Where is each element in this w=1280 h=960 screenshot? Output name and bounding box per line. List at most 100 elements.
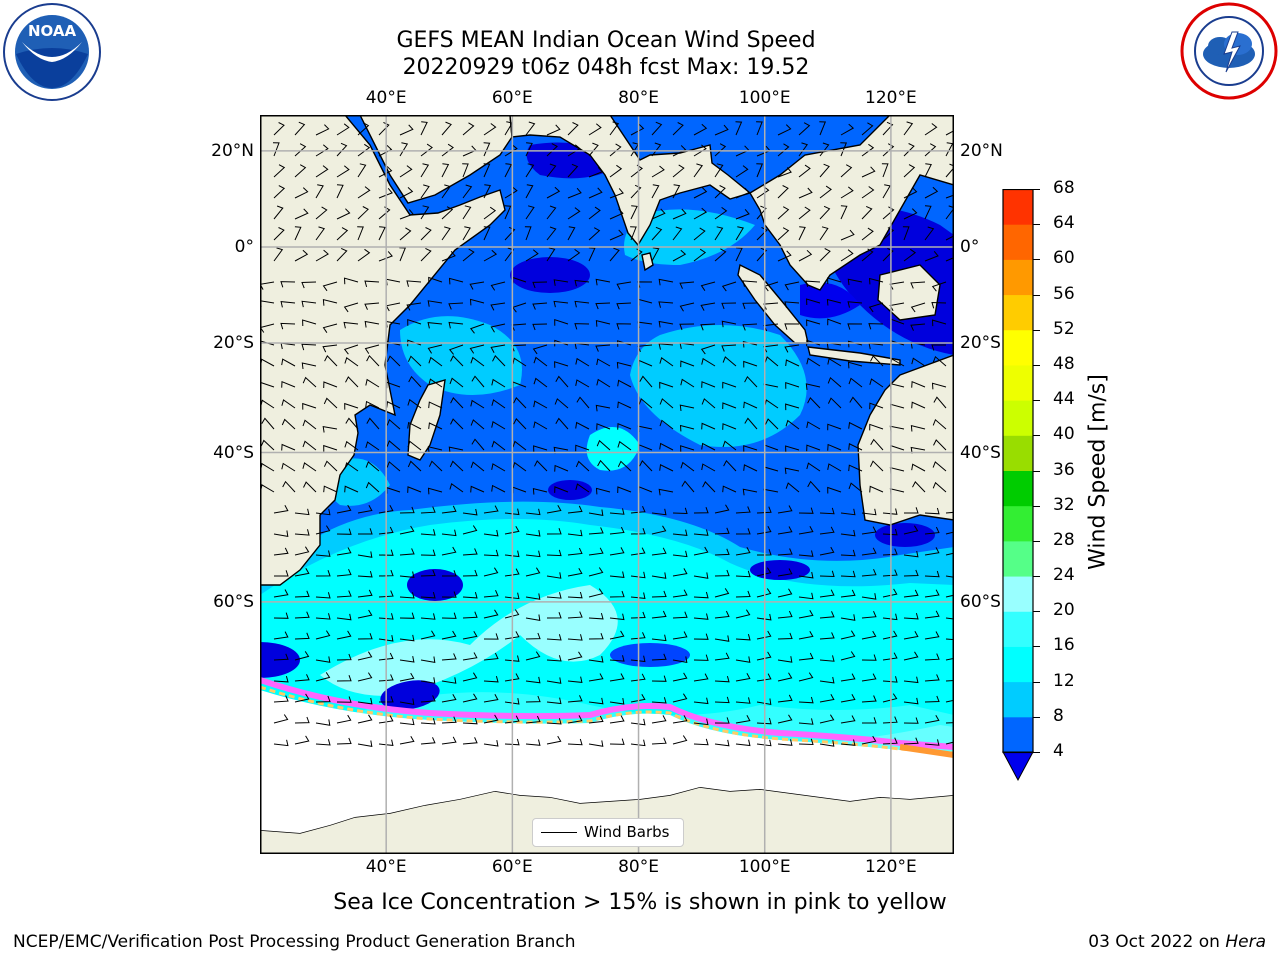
wind-barb (462, 548, 478, 556)
wind-barb (609, 738, 625, 745)
wind-barb (315, 550, 331, 557)
wind-barb (449, 482, 464, 493)
wind-barb (483, 184, 492, 199)
wind-barb (700, 323, 716, 331)
wind-barb (525, 121, 536, 136)
wind-barb (407, 398, 422, 409)
wind-barb (798, 122, 811, 136)
wind-barb (420, 163, 430, 178)
colorbar-tick-32: 32 (1053, 494, 1075, 515)
map-panel (260, 115, 954, 854)
wind-barb (819, 546, 835, 556)
wind-barb (574, 323, 590, 330)
wind-barb (714, 717, 730, 724)
wind-barb (911, 463, 926, 472)
wind-barb (588, 227, 601, 241)
wind-barb (525, 205, 535, 220)
wind-barb (294, 546, 310, 556)
land-borneo (877, 264, 941, 321)
wind-barb (532, 344, 548, 355)
wind-barb (315, 165, 329, 178)
wind-barb (525, 567, 541, 577)
wind-barb (672, 631, 688, 640)
wind-barb (742, 488, 758, 496)
wind-barb (588, 527, 604, 535)
wind-barb (386, 418, 401, 430)
wind-barb (798, 672, 814, 682)
wind-barb (315, 508, 331, 516)
wind-barb (700, 281, 716, 291)
wind-barb (357, 609, 373, 619)
wind-barb (315, 249, 329, 262)
wind-barb (931, 319, 947, 327)
wind-barb (616, 302, 632, 310)
wind-barb (513, 397, 527, 409)
wind-barb (483, 505, 499, 514)
wind-barb (714, 206, 728, 220)
wind-barb (449, 460, 464, 472)
wind-barb (806, 421, 821, 430)
wind-barb (357, 697, 373, 705)
wind-barb (840, 205, 848, 220)
wind-barb (428, 401, 443, 409)
wind-barb (827, 357, 842, 367)
wind-barb (462, 672, 478, 682)
ice-shelf-zone (260, 690, 954, 833)
wind-barb (693, 613, 709, 620)
wind-barb (651, 226, 663, 241)
wind-barb (428, 378, 443, 388)
wind-barb (525, 695, 541, 703)
wind-barb (364, 320, 380, 328)
wind-barb (651, 737, 667, 745)
wind-barb (679, 302, 695, 312)
wind-barb (274, 570, 289, 577)
map-frame (260, 115, 954, 854)
wind-barb (378, 739, 394, 746)
lon-tick-bottom-100: 100°E (738, 857, 791, 877)
wind-barb (798, 609, 814, 619)
wind-barb (924, 653, 940, 661)
wind-barb (681, 480, 695, 493)
wind-barb (357, 570, 373, 578)
wind-barb (840, 715, 856, 724)
wind-barb (735, 656, 751, 663)
wind-barb (399, 548, 415, 556)
wind-barb (302, 462, 317, 472)
wind-barb (357, 163, 367, 178)
wind-barb (407, 460, 422, 472)
wind-barb (630, 506, 646, 514)
wind-barb (924, 714, 940, 724)
wind-barb (693, 546, 709, 556)
wind-barb (408, 375, 422, 388)
wind-barb (910, 424, 926, 432)
lon-tick-top-60: 60°E (491, 88, 533, 108)
wind-barb (735, 609, 751, 619)
wind-barb (546, 549, 562, 557)
wind-barb (693, 633, 709, 640)
wind-barb (294, 716, 310, 724)
wind-barb (315, 124, 330, 136)
wind-barb (638, 398, 653, 409)
wind-barb (273, 589, 289, 598)
wind-barb (617, 422, 632, 430)
wind-barb (945, 575, 954, 578)
wind-barb (441, 716, 457, 724)
wind-barb (743, 401, 758, 409)
wind-barb (448, 302, 464, 310)
wind-barb (315, 672, 331, 682)
wind-barb (344, 440, 359, 451)
lat-tick-left--20: 20°S (213, 332, 254, 353)
wind-barb (343, 277, 359, 285)
wind-barb (672, 184, 681, 199)
colorbar-tick-64: 64 (1053, 213, 1075, 234)
wind-barb (315, 719, 331, 726)
wind-barb (378, 505, 394, 514)
wind-barb (882, 737, 898, 745)
wind-barb (785, 382, 800, 389)
wind-barb (567, 505, 583, 514)
wind-barb (924, 695, 940, 703)
wind-barb (806, 319, 821, 327)
wind-barb (273, 547, 289, 556)
wind-barb (798, 249, 813, 262)
wind-barb (798, 507, 814, 514)
